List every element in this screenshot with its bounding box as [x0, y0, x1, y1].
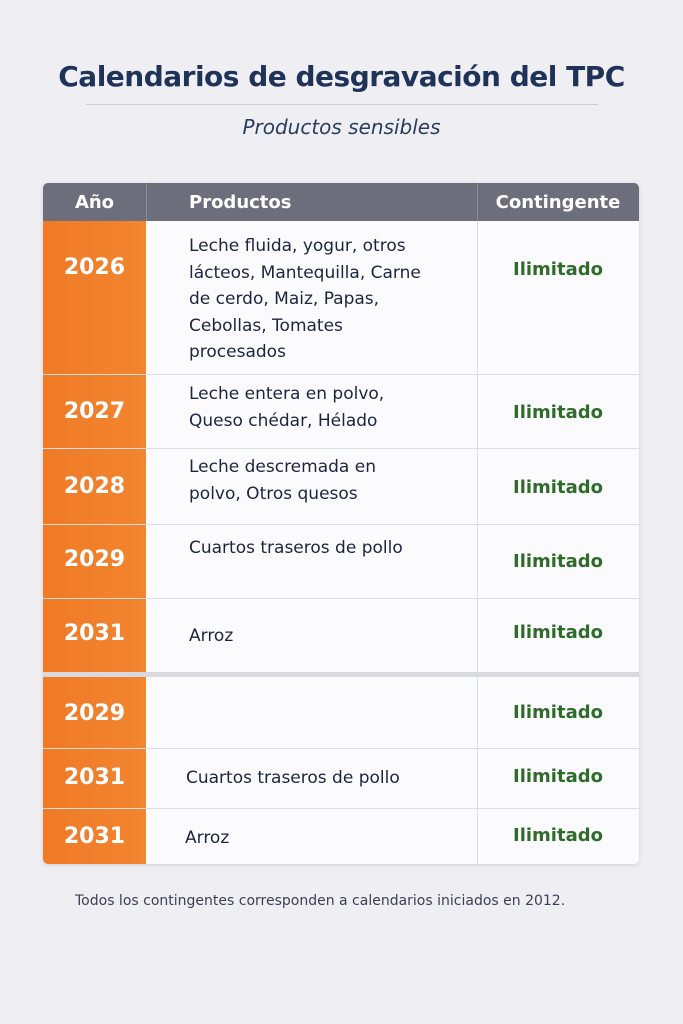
products-cell: Leche entera en polvo, Queso chédar, Hél…	[189, 384, 385, 431]
table-row: 2028 Leche descremada en polvo, Otros qu…	[43, 449, 639, 525]
row-divider	[43, 748, 639, 749]
title-divider	[86, 104, 598, 105]
column-divider	[477, 809, 478, 864]
quota-cell: Ilimitado	[513, 766, 603, 787]
column-divider	[477, 525, 478, 599]
quota-cell: Ilimitado	[513, 702, 603, 723]
year-cell: 2029	[43, 525, 146, 599]
year-value: 2029	[63, 547, 126, 572]
year-cell: 2031	[43, 749, 146, 809]
quota-cell: Ilimitado	[513, 402, 603, 423]
row-divider	[43, 374, 639, 375]
column-divider	[477, 599, 478, 672]
row-divider	[43, 448, 639, 449]
table-row: 2029 Cuartos traseros de pollo Ilimitado	[43, 525, 639, 599]
year-cell: 2028	[43, 449, 146, 525]
products-cell: Arroz	[185, 828, 230, 848]
page-title: Calendarios de desgravación del TPC	[58, 60, 625, 93]
year-value: 2031	[63, 621, 126, 646]
year-cell: 2029	[43, 677, 146, 749]
header-products: Productos	[189, 192, 292, 213]
quota-cell: Ilimitado	[513, 259, 603, 280]
row-divider	[43, 598, 639, 599]
products-cell: Leche descremada en polvo, Otros quesos	[189, 457, 376, 504]
year-cell: 2031	[43, 809, 146, 864]
column-divider	[477, 449, 478, 525]
header-divider	[146, 183, 147, 221]
year-value: 2027	[63, 399, 126, 424]
page-subtitle: Productos sensibles	[242, 115, 441, 139]
table-row: 2029 Ilimitado	[43, 677, 639, 749]
quota-cell: Ilimitado	[513, 825, 603, 846]
table-row: 2031 Cuartos traseros de pollo Ilimitado	[43, 749, 639, 809]
year-value: 2031	[63, 824, 126, 849]
products-cell: Leche fluida, yogur, otros lácteos, Mant…	[189, 236, 421, 362]
year-value: 2026	[63, 255, 126, 280]
footnote: Todos los contingentes corresponden a ca…	[75, 893, 566, 909]
year-cell: 2027	[43, 375, 146, 449]
schedule-table: Año Productos Contingente 2026 Leche flu…	[43, 183, 639, 864]
table-header: Año Productos Contingente	[43, 183, 639, 221]
row-divider	[43, 808, 639, 809]
column-divider	[477, 677, 478, 749]
year-cell: 2031	[43, 599, 146, 672]
year-cell: 2026	[43, 221, 146, 375]
products-cell: Cuartos traseros de pollo	[186, 768, 400, 788]
header-divider	[477, 183, 478, 221]
column-divider	[477, 749, 478, 809]
products-cell: Cuartos traseros de pollo	[189, 538, 403, 558]
year-value: 2028	[63, 474, 126, 499]
column-divider	[477, 221, 478, 375]
header-quota: Contingente	[495, 192, 621, 213]
group-separator	[43, 672, 639, 677]
table-row: 2026 Leche fluida, yogur, otros lácteos,…	[43, 221, 639, 375]
table-row: 2027 Leche entera en polvo, Queso chédar…	[43, 375, 639, 449]
products-cell: Arroz	[189, 626, 234, 646]
quota-cell: Ilimitado	[513, 477, 603, 498]
header-year: Año	[74, 192, 115, 213]
row-divider	[43, 524, 639, 525]
year-value: 2031	[63, 765, 126, 790]
table-row: 2031 Arroz Ilimitado	[43, 809, 639, 864]
quota-cell: Ilimitado	[513, 622, 603, 643]
quota-cell: Ilimitado	[513, 551, 603, 572]
table-row: 2031 Arroz Ilimitado	[43, 599, 639, 672]
column-divider	[477, 375, 478, 449]
year-value: 2029	[63, 701, 126, 726]
